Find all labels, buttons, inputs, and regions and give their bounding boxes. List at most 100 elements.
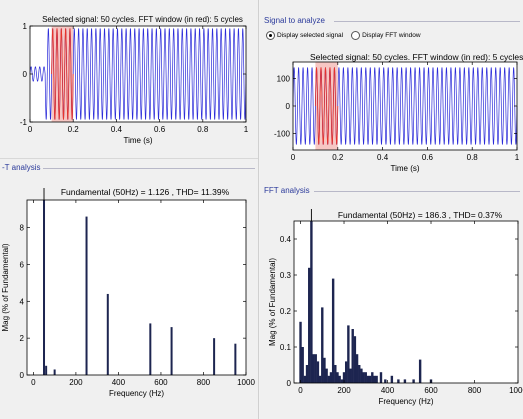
right-fft-plot: 0 200 400 600 800 1000 0 0.1 0.2 0.3 0.4 Frequency … <box>268 209 523 406</box>
right-signal-group-label: Signal to analyze <box>262 16 327 25</box>
radio-display-selected-signal-label[interactable]: Display selected signal <box>277 32 344 39</box>
left-signal-title: Selected signal: 50 cycles. FFT window (… <box>42 15 243 24</box>
right-signal-ytick-label: 100 <box>277 75 291 84</box>
left-fft-bar <box>213 338 216 375</box>
left-fft-ytick-label: 4 <box>20 297 25 306</box>
left-signal-ytick-label: 1 <box>23 22 28 31</box>
right-fft-ytick-label: 0.4 <box>280 235 292 244</box>
left-fft-ytick-label: 2 <box>20 334 25 343</box>
right-fft-bar <box>299 321 302 383</box>
right-fft-bar <box>338 375 341 383</box>
left-fft-xtick-label: 200 <box>69 378 83 387</box>
right-fft-ytick-label: 0.1 <box>280 343 292 352</box>
radio-display-fft-window[interactable] <box>351 31 361 40</box>
right-signal-xtick-label: 0.6 <box>422 153 434 162</box>
left-signal-xtick-label: 0.4 <box>111 125 123 134</box>
right-fft-bar <box>323 357 326 383</box>
left-fft-bar <box>149 323 152 375</box>
right-signal-xtick-label: 0 <box>291 153 296 162</box>
left-signal-ytick-label: -1 <box>20 118 28 127</box>
right-fft-bar <box>340 379 344 383</box>
right-fft-bar <box>308 267 311 383</box>
right-fft-bar <box>418 359 422 383</box>
right-signal-window-series-line <box>315 67 339 145</box>
left-fft-plot: 0 200 400 600 800 1000 0 2 4 6 8 Frequency (Hz) Mag … <box>1 188 255 398</box>
right-fft-bar <box>301 347 304 383</box>
right-fft-bar <box>375 375 378 383</box>
display-mode-radio-group: Display selected signal Display FFT wind… <box>266 31 429 40</box>
left-panel: Selected signal: 50 cycles. FFT window (… <box>0 0 259 419</box>
right-fft-bar <box>384 379 387 383</box>
left-signal-xtick-label: 0.8 <box>197 125 209 134</box>
right-fft-bar <box>318 375 322 383</box>
right-fft-bar <box>362 372 365 383</box>
right-fft-bar <box>397 379 400 383</box>
left-separator <box>0 158 258 159</box>
left-fft-xtick-label: 800 <box>197 378 211 387</box>
right-fft-xtick-label: 200 <box>337 386 351 395</box>
left-signal-xlabel: Time (s) <box>123 136 152 145</box>
right-fft-bar <box>305 365 309 383</box>
right-fft-bar <box>344 361 348 383</box>
left-signal-xtick-label: 0.2 <box>68 125 80 134</box>
left-fft-ytick-label: 0 <box>20 371 25 380</box>
right-signal-title: Selected signal: 50 cycles. FFT window (… <box>310 52 523 62</box>
right-panel: Signal to analyze Display selected signa… <box>260 0 523 419</box>
left-signal-window-series-line <box>51 28 74 120</box>
right-signal-xtick-label: 0.2 <box>332 153 344 162</box>
right-fft-bar <box>412 379 415 383</box>
right-fft-bar <box>379 372 383 383</box>
right-signal-group-line <box>334 21 520 22</box>
right-fft-bar <box>321 307 324 383</box>
left-fft-xtick-label: 600 <box>154 378 168 387</box>
right-fft-xtick-label: 600 <box>424 386 438 395</box>
radio-display-selected-signal[interactable] <box>266 31 275 40</box>
right-fft-bar <box>366 375 370 383</box>
right-fft-area <box>294 221 518 383</box>
left-fft-group-label: -T analysis <box>0 163 43 172</box>
right-fft-bar <box>347 325 350 383</box>
right-signal-ytick-label: 0 <box>286 102 291 111</box>
right-fft-bar <box>368 375 372 383</box>
left-fft-bar <box>45 365 48 375</box>
right-fft-bar <box>355 354 359 383</box>
right-fft-ytick-label: 0.3 <box>280 271 292 280</box>
right-fft-bar <box>371 372 374 383</box>
right-signal-xtick-label: 1 <box>515 153 520 162</box>
left-fft-xtick-label: 1000 <box>237 378 255 387</box>
right-signal-xtick-label: 0.8 <box>467 153 479 162</box>
left-fft-ylabel: Mag (% of Fundamental) <box>1 243 10 331</box>
right-fft-bar <box>353 336 357 383</box>
right-fft-bar <box>360 368 363 383</box>
left-fft-xlabel: Frequency (Hz) <box>109 389 164 398</box>
right-signal-ytick-label: -100 <box>274 130 291 139</box>
right-fft-ytick-label: 0 <box>287 379 292 388</box>
right-fft-bar <box>316 361 320 383</box>
right-fft-xtick-label: 0 <box>298 386 303 395</box>
right-fft-bar <box>364 372 367 383</box>
right-fft-bar <box>327 375 330 383</box>
right-signal-plot: 0 0.2 0.4 0.6 0.8 1 -100 0 100 Time (s) <box>274 61 520 173</box>
right-fft-group-label: FFT analysis <box>262 186 312 195</box>
right-signal-xtick-label: 0.4 <box>377 153 389 162</box>
right-fft-xtick-label: 1000 <box>509 386 523 395</box>
left-fft-area <box>27 200 246 375</box>
left-signal-ytick-label: 0 <box>23 70 28 79</box>
left-fft-title: Fundamental (50Hz) = 1.126 , THD= 11.39% <box>60 187 230 197</box>
radio-display-fft-window-label[interactable]: Display FFT window <box>362 32 421 39</box>
left-signal-xtick-label: 0.6 <box>154 125 166 134</box>
right-fft-bar <box>373 375 376 383</box>
left-fft-xtick-label: 0 <box>31 378 36 387</box>
left-fft-bar <box>170 327 173 375</box>
right-fft-bar <box>331 278 335 383</box>
left-fft-xtick-label: 400 <box>112 378 126 387</box>
left-fft-group-line <box>30 168 255 169</box>
left-fft-ytick-label: 6 <box>20 260 25 269</box>
right-fft-bar <box>403 379 407 383</box>
left-signal-xtick-label: 1 <box>244 125 249 134</box>
right-fft-bar <box>349 368 352 383</box>
right-fft-xtick-label: 400 <box>381 386 395 395</box>
right-fft-bar <box>334 365 337 383</box>
left-fft-bar <box>234 343 237 375</box>
